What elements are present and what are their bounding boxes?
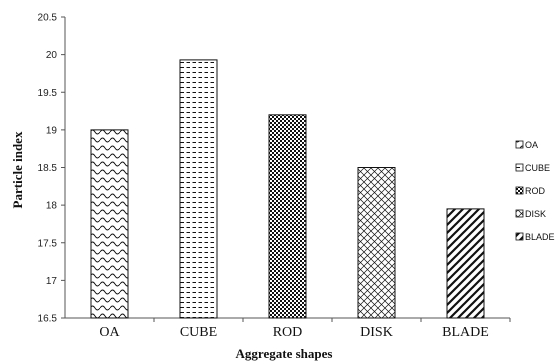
y-tick-label: 16.5 <box>38 314 58 325</box>
legend-label: ROD <box>525 186 546 196</box>
x-tick-label: OA <box>99 325 120 340</box>
y-tick-label: 18.5 <box>38 163 58 174</box>
bar-blade <box>446 208 485 319</box>
y-tick-label: 19.5 <box>38 88 58 99</box>
x-tick-label: DISK <box>360 325 393 340</box>
legend-swatch <box>515 140 524 149</box>
y-tick-label: 20 <box>46 50 58 61</box>
y-tick-label: 19 <box>46 125 58 136</box>
x-axis <box>65 317 511 322</box>
y-tick-label: 17.5 <box>38 238 58 249</box>
legend-swatch <box>515 209 524 218</box>
legend-label: DISK <box>525 209 546 219</box>
bar-disk <box>357 167 396 319</box>
legend-label: CUBE <box>525 163 550 173</box>
legend-swatch <box>515 232 524 241</box>
bars <box>90 59 485 319</box>
legend-label: OA <box>525 140 538 150</box>
legend-swatch <box>515 186 524 195</box>
legend-swatch <box>515 163 524 172</box>
x-tick-label: BLADE <box>442 325 489 340</box>
category-labels: OA CUBE ROD DISK BLADE <box>99 325 488 340</box>
y-tick-label: 20.5 <box>38 13 58 24</box>
y-tick-label: 17 <box>46 276 58 287</box>
legend: OA CUBE ROD DISK BLADE <box>515 140 555 242</box>
bar-cube <box>179 59 218 319</box>
x-tick-label: CUBE <box>180 325 217 340</box>
legend-label: BLADE <box>525 232 555 242</box>
y-tick-label: 18 <box>46 201 58 212</box>
y-axis-title: Particle index <box>10 131 25 208</box>
bar-rod <box>268 114 307 319</box>
bar-oa <box>90 129 129 319</box>
x-axis-title: Aggregate shapes <box>236 346 333 361</box>
y-axis: 16.5 17 17.5 18 18.5 19 19.5 20 20.5 <box>38 13 66 325</box>
x-tick-label: ROD <box>273 325 303 340</box>
